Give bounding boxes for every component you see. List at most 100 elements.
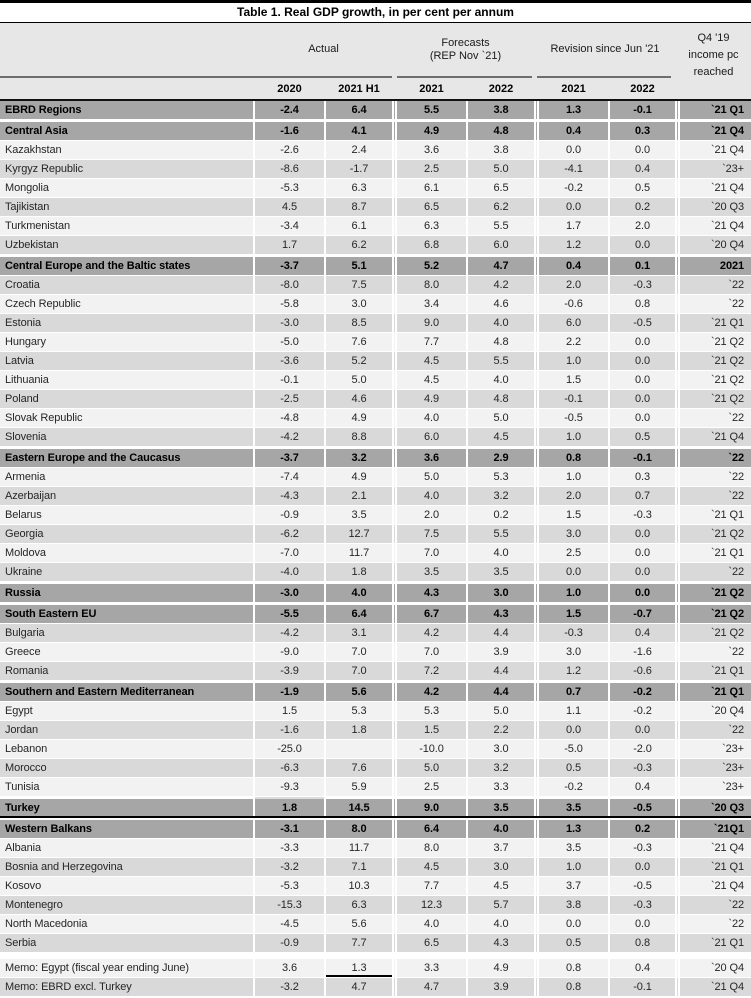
value-cell: 4.0 bbox=[493, 918, 509, 930]
q4-income-cell: `22 bbox=[728, 490, 744, 502]
value-cell: 7.0 bbox=[424, 646, 439, 658]
q4-income-cell: `21 Q1 bbox=[710, 104, 744, 116]
value-cell: 5.5 bbox=[493, 528, 509, 540]
value-cell: 0.4 bbox=[635, 627, 650, 639]
header-body-divider bbox=[0, 99, 751, 101]
column-separator bbox=[608, 333, 610, 351]
column-separator bbox=[466, 877, 468, 895]
value-cell: 4.8 bbox=[493, 125, 509, 137]
column-separator bbox=[675, 702, 680, 720]
row-label: South Eastern EU bbox=[5, 608, 97, 620]
column-separator bbox=[253, 409, 255, 427]
value-cell: 4.5 bbox=[282, 201, 297, 213]
column-separator bbox=[466, 236, 468, 254]
q4-income-cell: `20 Q4 bbox=[710, 239, 744, 251]
column-separator bbox=[466, 820, 468, 838]
column-separator bbox=[675, 759, 680, 777]
value-cell: 2.5 bbox=[424, 781, 439, 793]
value-cell: 0.5 bbox=[566, 762, 581, 774]
column-separator bbox=[466, 740, 468, 758]
column-separator bbox=[608, 506, 610, 524]
column-separator bbox=[608, 160, 610, 178]
value-cell: 0.0 bbox=[635, 547, 650, 559]
value-cell: 2.0 bbox=[566, 279, 581, 291]
value-cell: -5.5 bbox=[280, 608, 299, 620]
column-group-label: Q4 '19 bbox=[697, 32, 730, 44]
row-label: Morocco bbox=[5, 762, 47, 774]
value-cell: 4.9 bbox=[351, 471, 367, 483]
q4-income-cell: `21 Q4 bbox=[710, 880, 744, 892]
value-cell: -15.3 bbox=[277, 899, 302, 911]
value-cell bbox=[326, 740, 392, 758]
value-cell: 3.8 bbox=[493, 144, 509, 156]
column-separator bbox=[253, 740, 255, 758]
q4-income-cell: `20 Q3 bbox=[710, 802, 744, 814]
value-cell: 5.0 bbox=[493, 412, 509, 424]
column-separator bbox=[608, 198, 610, 216]
table-row: Ukraine -4.0 1.8 3.5 3.5 0.0 0.0 `22 bbox=[0, 563, 751, 582]
column-separator bbox=[466, 409, 468, 427]
column-separator bbox=[324, 624, 326, 642]
row-label: Romania bbox=[5, 665, 49, 677]
value-cell: -0.6 bbox=[633, 665, 652, 677]
column-separator bbox=[253, 468, 255, 486]
column-separator bbox=[675, 877, 680, 895]
column-separator bbox=[466, 563, 468, 581]
q4-income-cell: `22 bbox=[728, 471, 744, 483]
value-cell: 0.0 bbox=[635, 374, 650, 386]
value-cell: -5.8 bbox=[280, 298, 299, 310]
value-cell: 1.0 bbox=[566, 587, 581, 599]
value-cell: -0.2 bbox=[633, 705, 652, 717]
column-separator bbox=[608, 605, 610, 623]
column-separator bbox=[253, 799, 255, 816]
value-cell: -3.4 bbox=[280, 220, 299, 232]
column-separator bbox=[392, 217, 397, 235]
column-separator bbox=[466, 624, 468, 642]
q4-income-cell: `22 bbox=[728, 646, 744, 658]
value-cell: 7.5 bbox=[351, 279, 367, 291]
table-row: Bulgaria -4.2 3.1 4.2 4.4 -0.3 0.4 `21 Q2 bbox=[0, 624, 751, 643]
table-row: Kyrgyz Republic -8.6 -1.7 2.5 5.0 -4.1 0.4 `23+ bbox=[0, 160, 751, 179]
value-cell: 0.4 bbox=[635, 962, 650, 974]
table-row: Tunisia -9.3 5.9 2.5 3.3 -0.2 0.4 `23+ bbox=[0, 778, 751, 797]
column-separator bbox=[253, 877, 255, 895]
q4-income-cell: `21 Q4 bbox=[710, 144, 744, 156]
row-label: Hungary bbox=[5, 336, 46, 348]
column-separator bbox=[324, 236, 326, 254]
column-group-revision: Revision since Jun '21 bbox=[520, 23, 690, 76]
row-label: Moldova bbox=[5, 547, 46, 559]
column-separator bbox=[466, 468, 468, 486]
column-separator bbox=[675, 915, 680, 933]
value-cell: 0.0 bbox=[566, 201, 581, 213]
column-separator bbox=[324, 605, 326, 623]
row-label: Memo: EBRD excl. Turkey bbox=[5, 981, 132, 993]
column-separator bbox=[534, 721, 539, 739]
q4-income-cell: `21 Q2 bbox=[710, 528, 744, 540]
column-separator bbox=[392, 799, 397, 816]
row-label: Croatia bbox=[5, 279, 40, 291]
value-cell: 7.0 bbox=[424, 547, 439, 559]
value-cell: 0.2 bbox=[493, 509, 509, 521]
value-cell: 1.1 bbox=[566, 705, 581, 717]
column-separator bbox=[675, 544, 680, 562]
value-cell: 3.2 bbox=[493, 762, 509, 774]
column-separator bbox=[608, 563, 610, 581]
row-label: Montenegro bbox=[5, 899, 63, 911]
value-cell: 8.5 bbox=[351, 317, 367, 329]
value-cell: 7.6 bbox=[351, 336, 367, 348]
column-separator bbox=[675, 371, 680, 389]
value-cell: 6.5 bbox=[493, 182, 509, 194]
column-separator bbox=[392, 198, 397, 216]
value-cell: -4.1 bbox=[564, 163, 583, 175]
column-separator bbox=[392, 487, 397, 505]
column-separator bbox=[466, 101, 468, 119]
value-cell: -0.5 bbox=[633, 802, 652, 814]
column-separator bbox=[466, 122, 468, 140]
value-cell: -0.3 bbox=[564, 627, 583, 639]
column-separator bbox=[466, 721, 468, 739]
column-separator bbox=[324, 428, 326, 446]
column-separator bbox=[675, 487, 680, 505]
value-cell: 0.4 bbox=[635, 781, 650, 793]
column-separator bbox=[466, 257, 468, 275]
